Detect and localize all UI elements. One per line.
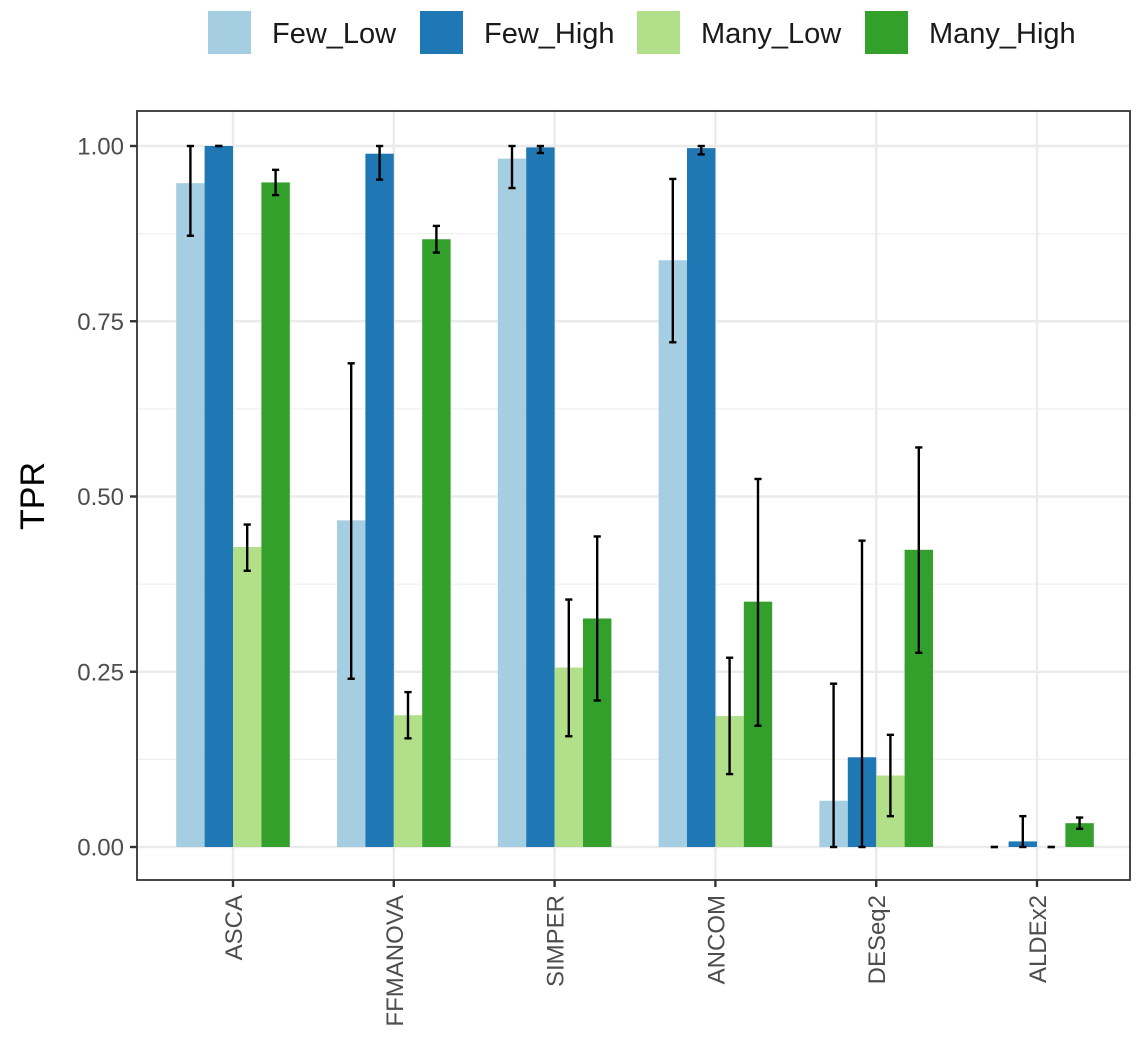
x-tick-label-ffmanova: FFMANOVA	[382, 895, 409, 1027]
bar-few-low-asca	[176, 183, 205, 847]
legend-item-few-high: Few_High	[420, 11, 615, 54]
x-tick-label-asca: ASCA	[221, 895, 248, 960]
error-bar-many-low-simper	[565, 598, 573, 738]
error-bar-few-high-deseq2	[858, 539, 866, 849]
error-bar-many-low-asca	[243, 523, 251, 573]
y-tick-label: 0.25	[77, 659, 124, 686]
bar-few-high-simper	[526, 147, 555, 847]
x-tick-label-aldex2: ALDEx2	[1025, 895, 1052, 983]
y-axis-title: TPR	[14, 462, 52, 530]
legend-item-many-high: Many_High	[865, 11, 1076, 54]
bar-many-low-asca	[233, 546, 262, 847]
error-bar-few-low-simper	[508, 144, 516, 190]
x-tick-label-ancom: ANCOM	[703, 895, 730, 984]
x-tick-label-deseq2: DESeq2	[864, 895, 891, 984]
bar-few-high-ancom	[687, 148, 716, 848]
y-tick-label: 0.50	[77, 484, 124, 511]
error-bar-many-high-asca	[272, 168, 280, 197]
bar-few-high-ffmanova	[365, 153, 394, 847]
error-bar-few-high-ancom	[697, 144, 705, 156]
bar-few-low-ancom	[658, 260, 687, 847]
x-tick-label-simper: SIMPER	[543, 895, 570, 987]
legend-swatch	[637, 11, 680, 54]
error-bar-many-low-deseq2	[886, 733, 894, 818]
legend-label: Many_Low	[701, 18, 842, 50]
bar-few-low-simper	[497, 158, 527, 847]
error-bar-many-high-aldex2	[1076, 816, 1084, 830]
bar-few-high-asca	[204, 146, 233, 847]
error-bar-many-high-deseq2	[915, 446, 923, 655]
legend-item-few-low: Few_Low	[208, 11, 397, 54]
error-bar-many-low-ancom	[726, 656, 734, 776]
legend-label: Few_Low	[272, 18, 397, 50]
y-tick-label: 0.00	[77, 835, 124, 862]
legend-swatch	[208, 11, 251, 54]
legend-label: Many_High	[929, 18, 1076, 50]
error-bar-few-low-ancom	[669, 177, 677, 344]
y-tick-label: 1.00	[77, 134, 124, 161]
error-bar-few-low-asca	[186, 144, 194, 237]
error-bar-many-high-ffmanova	[432, 224, 440, 254]
legend: Few_Low Few_High Many_Low Many_High	[208, 11, 1076, 54]
error-bar-few-high-aldex2	[1019, 814, 1027, 849]
error-bar-few-high-simper	[536, 144, 544, 155]
bar-many-high-aldex2	[1065, 823, 1094, 847]
y-tick-label: 0.75	[77, 309, 124, 336]
legend-item-many-low: Many_Low	[637, 11, 842, 54]
error-bar-many-high-ancom	[754, 477, 762, 727]
error-bar-few-low-ffmanova	[347, 362, 355, 680]
error-bar-few-high-ffmanova	[376, 144, 384, 181]
legend-label: Few_High	[484, 18, 615, 50]
error-bar-many-high-simper	[593, 535, 601, 702]
error-bar-few-low-deseq2	[830, 682, 838, 849]
error-bar-many-low-ffmanova	[404, 690, 412, 740]
bar-many-high-ffmanova	[422, 239, 451, 848]
plot-area: 0.00 0.25 0.50 0.75 1.00 ASCA FFMANOVA SIMPER AN…	[77, 110, 1131, 1027]
legend-swatch	[420, 11, 463, 54]
legend-swatch	[865, 11, 908, 54]
bar-many-high-asca	[261, 182, 290, 847]
